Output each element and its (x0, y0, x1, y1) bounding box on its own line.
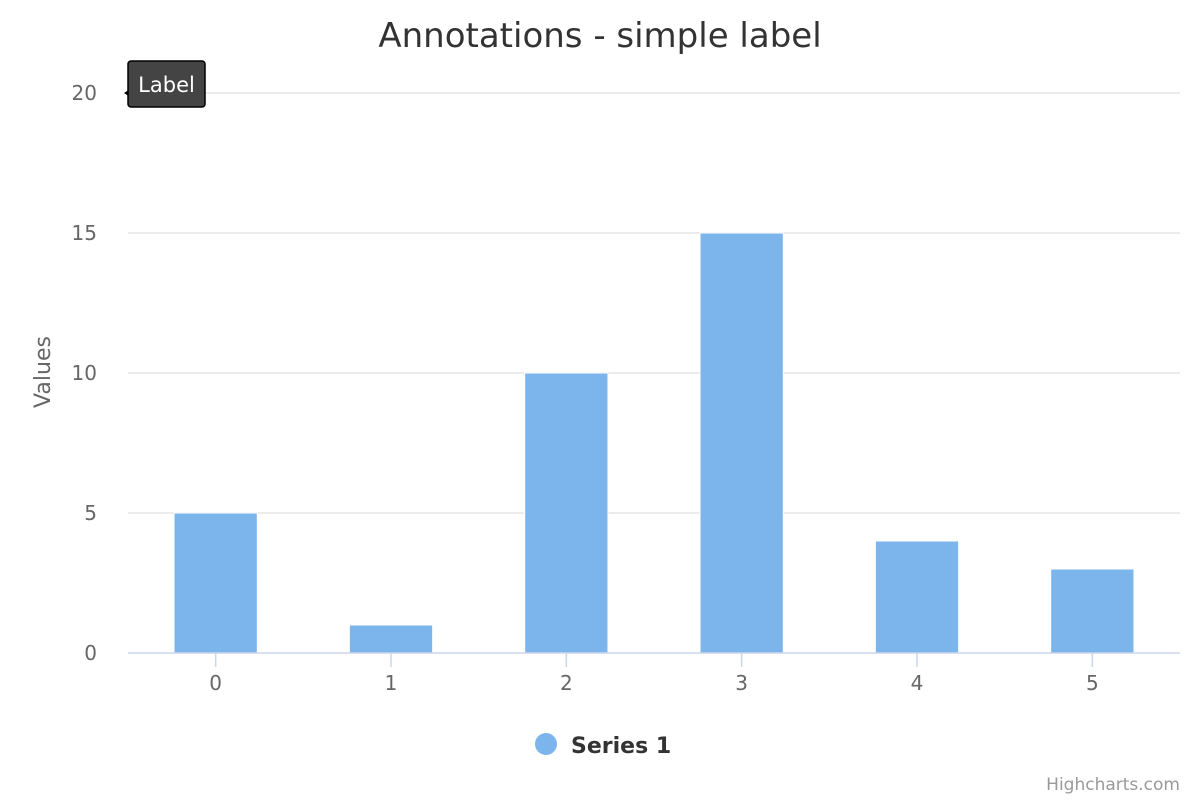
legend-label[interactable]: Series 1 (571, 734, 671, 759)
bar[interactable] (173, 512, 258, 654)
y-tick-label: 0 (84, 641, 97, 665)
y-axis-ticks: 0 5 10 15 20 (72, 81, 97, 665)
credits-link[interactable]: Highcharts.com (1046, 775, 1180, 795)
annotation[interactable]: Label (124, 60, 206, 108)
bars[interactable] (173, 232, 1135, 654)
x-tick-label: 5 (1086, 671, 1099, 695)
annotation-box[interactable] (127, 60, 206, 108)
x-tick-label: 3 (735, 671, 748, 695)
gridlines (128, 92, 1180, 514)
legend-marker-icon[interactable] (535, 733, 557, 755)
x-tick-label: 2 (560, 671, 573, 695)
bar[interactable] (348, 624, 434, 654)
bar[interactable] (524, 372, 609, 654)
bar[interactable] (874, 540, 960, 654)
y-tick-label: 15 (72, 221, 97, 245)
y-tick-label: 10 (72, 361, 97, 385)
x-tick-label: 1 (385, 671, 398, 695)
chart-title: Annotations - simple label (378, 16, 821, 56)
y-axis-title: Values (31, 336, 56, 408)
x-tick-label: 0 (209, 671, 222, 695)
x-tick-label: 4 (911, 671, 924, 695)
x-axis-ticks: 0 1 2 3 4 5 (209, 653, 1099, 695)
bar[interactable] (1050, 568, 1135, 654)
annotation-label: Label (138, 73, 195, 97)
y-tick-label: 20 (72, 81, 97, 105)
bar[interactable] (699, 232, 784, 654)
legend[interactable]: Series 1 (535, 733, 671, 759)
y-tick-label: 5 (84, 501, 97, 525)
